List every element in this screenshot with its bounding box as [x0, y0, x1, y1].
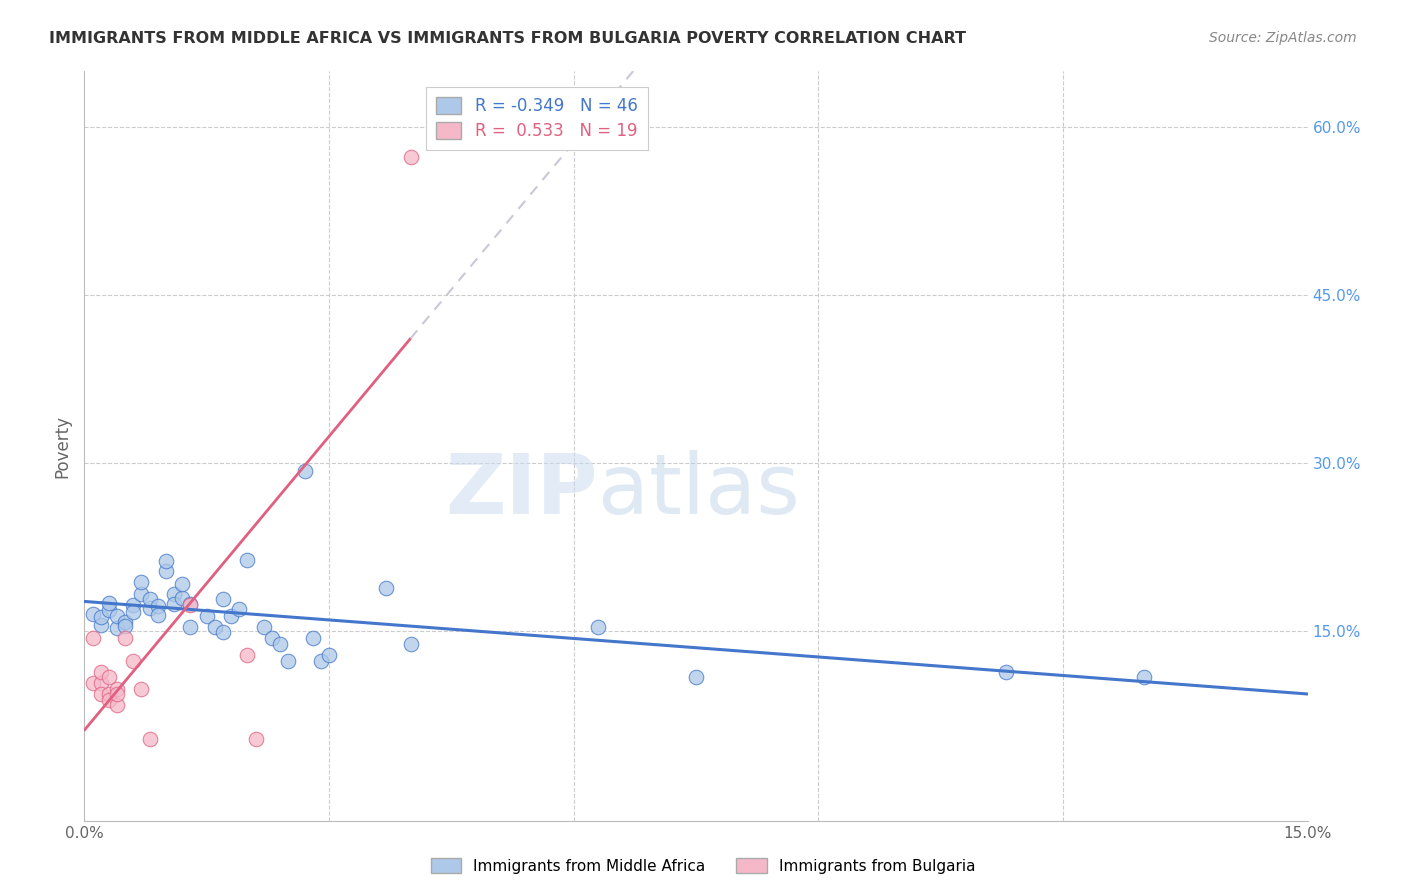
Point: [179, 598, 201, 612]
Point: [155, 554, 177, 568]
Point: [994, 665, 1017, 679]
Point: [105, 698, 128, 713]
Point: [179, 620, 201, 634]
Point: [90, 676, 112, 690]
Point: [105, 621, 128, 635]
Point: [155, 564, 177, 578]
Point: [114, 619, 136, 633]
Point: [212, 624, 235, 639]
Point: [163, 586, 186, 600]
Point: [318, 648, 340, 662]
Point: [212, 592, 235, 607]
Point: [90, 665, 112, 679]
Point: [97, 687, 120, 701]
Point: [114, 615, 136, 629]
Point: [294, 464, 316, 478]
Y-axis label: Poverty: Poverty: [53, 415, 72, 477]
Point: [138, 601, 160, 615]
Point: [586, 620, 609, 634]
Point: [90, 618, 112, 632]
Point: [399, 637, 422, 651]
Point: [122, 605, 145, 619]
Point: [105, 681, 128, 696]
Point: [236, 648, 259, 662]
Point: [122, 654, 145, 668]
Point: [82, 676, 104, 690]
Point: [228, 602, 250, 616]
Point: [122, 598, 145, 612]
Legend: R = -0.349   N = 46, R =  0.533   N = 19: R = -0.349 N = 46, R = 0.533 N = 19: [426, 87, 648, 150]
Point: [90, 610, 112, 624]
Point: [131, 575, 153, 590]
Point: [97, 596, 120, 610]
Point: [163, 597, 186, 611]
Point: [260, 632, 283, 646]
Point: [131, 681, 153, 696]
Point: [172, 576, 194, 591]
Point: [131, 586, 153, 600]
Text: atlas: atlas: [598, 450, 800, 532]
Point: [375, 581, 398, 595]
Point: [82, 607, 104, 621]
Point: [82, 632, 104, 646]
Point: [146, 599, 169, 613]
Point: [114, 632, 136, 646]
Point: [172, 591, 194, 606]
Point: [146, 607, 169, 622]
Point: [253, 620, 276, 634]
Point: [97, 671, 120, 685]
Point: [138, 592, 160, 607]
Point: [97, 693, 120, 707]
Text: Source: ZipAtlas.com: Source: ZipAtlas.com: [1209, 31, 1357, 45]
Point: [105, 687, 128, 701]
Point: [138, 731, 160, 746]
Point: [236, 553, 259, 567]
Point: [204, 620, 226, 634]
Point: [309, 654, 332, 668]
Point: [269, 637, 291, 651]
Text: ZIP: ZIP: [446, 450, 598, 532]
Point: [685, 671, 707, 685]
Text: IMMIGRANTS FROM MIDDLE AFRICA VS IMMIGRANTS FROM BULGARIA POVERTY CORRELATION CH: IMMIGRANTS FROM MIDDLE AFRICA VS IMMIGRA…: [49, 31, 966, 46]
Point: [399, 151, 422, 165]
Point: [179, 597, 201, 611]
Point: [97, 603, 120, 617]
Point: [245, 731, 267, 746]
Point: [277, 654, 299, 668]
Point: [1133, 671, 1156, 685]
Point: [195, 609, 218, 624]
Point: [90, 687, 112, 701]
Point: [219, 609, 242, 624]
Point: [301, 632, 323, 646]
Point: [105, 609, 128, 624]
Legend: Immigrants from Middle Africa, Immigrants from Bulgaria: Immigrants from Middle Africa, Immigrant…: [425, 852, 981, 880]
